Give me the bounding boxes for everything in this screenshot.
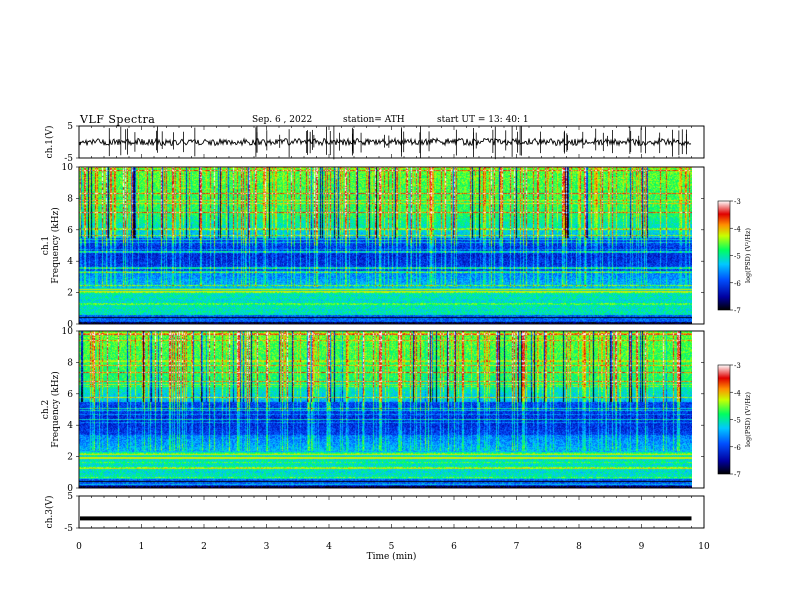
x-axis-label: Time (min) bbox=[367, 551, 417, 562]
ch1-spectrogram-ytick-label: 10 bbox=[62, 163, 74, 173]
ch1-spectrogram-colorbar-tick-label: -5 bbox=[734, 253, 741, 261]
ch3-waveform-line bbox=[80, 516, 692, 521]
ch1-spectrogram-colorbar-tick-label: -7 bbox=[734, 307, 741, 315]
ch2-spectrogram-image bbox=[79, 331, 692, 488]
x-tick-label: 8 bbox=[576, 542, 582, 552]
x-tick-label: 3 bbox=[264, 542, 270, 552]
ch3-waveform-frame-top bbox=[78, 495, 705, 529]
ch3-waveform-ytick-label: -5 bbox=[64, 524, 73, 534]
x-tick-label: 4 bbox=[326, 542, 332, 552]
x-tick-label: 7 bbox=[514, 542, 520, 552]
ch1-spectrogram-image bbox=[79, 167, 692, 324]
ch2-spectrogram-colorbar-tick-label: -5 bbox=[734, 417, 741, 425]
ch3-waveform-ytick-label: 5 bbox=[67, 492, 73, 502]
ch2-spectrogram-ytick-label: 10 bbox=[62, 327, 74, 337]
ch1-spectrogram-ylabel: Frequency (kHz) bbox=[50, 207, 61, 284]
ch1-spectrogram-ylabel: ch.1 bbox=[41, 236, 51, 255]
ch2-spectrogram-colorbar-tick-label: -7 bbox=[734, 471, 741, 479]
ch2-spectrogram-colorbar-bar bbox=[717, 364, 731, 475]
ch1-waveform-ylabel: ch.1(V) bbox=[44, 126, 55, 159]
ch1-spectrogram-colorbar-tick-label: -4 bbox=[734, 225, 741, 233]
ch1-spectrogram-frame-top bbox=[78, 166, 705, 325]
date-label: Sep. 6 , 2022 bbox=[252, 115, 313, 125]
ch1-spectrogram-colorbar: -3 -4 -5 -6 -7 log(PSD) (V²/Hz) bbox=[717, 198, 752, 315]
ch2-spectrogram-colorbar-tick-label: -4 bbox=[734, 389, 741, 397]
ch1-spectrogram-ytick-label: 2 bbox=[67, 289, 73, 299]
ch2-spectrogram-ylabel: ch.2 bbox=[41, 400, 51, 419]
x-tick-label: 1 bbox=[139, 542, 145, 552]
ch1-spectrogram-ytick-label: 0 bbox=[67, 320, 73, 330]
ch3-waveform-series bbox=[80, 516, 692, 521]
ch2-spectrogram-colorbar-tick-label: -6 bbox=[734, 444, 741, 452]
ch1-waveform-ytick-label: 5 bbox=[67, 122, 73, 132]
ch1-spectrogram-colorbar-tick-label: -3 bbox=[734, 198, 741, 206]
x-tick-label: 10 bbox=[698, 542, 710, 552]
ch1-spectrogram-colorbar-bar bbox=[717, 200, 731, 311]
x-tick-label: 2 bbox=[201, 542, 207, 552]
ch1-waveform-ytick-label: -5 bbox=[64, 154, 73, 164]
ch3-waveform-ylabel: ch.3(V) bbox=[44, 496, 55, 529]
ch1-waveform-series bbox=[79, 126, 692, 160]
ch2-spectrogram-ytick-label: 2 bbox=[67, 453, 73, 463]
ch1-waveform-line bbox=[79, 136, 692, 147]
ch2-spectrogram-colorbar: -3 -4 -5 -6 -7 log(PSD) (V²/Hz) bbox=[717, 362, 752, 479]
ch2-spectrogram-frame-top bbox=[78, 330, 705, 489]
ch2-spectrogram-ytick-label: 0 bbox=[67, 484, 73, 494]
x-tick-label: 9 bbox=[639, 542, 645, 552]
ch1-spectrogram-colorbar-label: log(PSD) (V²/Hz) bbox=[744, 228, 752, 283]
ch1-spectrogram-colorbar-tick-label: -6 bbox=[734, 280, 741, 288]
ch2-spectrogram-ylabel: Frequency (kHz) bbox=[50, 371, 61, 448]
ch2-spectrogram-ytick-label: 4 bbox=[67, 421, 73, 431]
ch1-spectrogram-ytick-label: 8 bbox=[67, 194, 73, 204]
ch2-spectrogram-ytick-label: 8 bbox=[67, 358, 73, 368]
start-time-label: start UT = 13: 40: 1 bbox=[437, 115, 529, 125]
ch1-waveform-frame-top bbox=[78, 125, 705, 159]
ch2-spectrogram-ytick-label: 6 bbox=[67, 390, 73, 400]
x-axis: 0 1 2 3 4 5 6 7 8 9 10 Time (min) bbox=[76, 542, 710, 562]
ch2-spectrogram-colorbar-tick-label: -3 bbox=[734, 362, 741, 370]
x-tick-label: 6 bbox=[451, 542, 457, 552]
ch3-waveform-frame bbox=[78, 495, 705, 529]
x-tick-label: 0 bbox=[76, 542, 82, 552]
ch2-spectrogram-colorbar-label: log(PSD) (V²/Hz) bbox=[744, 392, 752, 447]
ch1-spectrogram-ytick-label: 6 bbox=[67, 226, 73, 236]
x-tick-label: 5 bbox=[389, 542, 395, 552]
station-label: station= ATH bbox=[343, 115, 405, 125]
ch1-spectrogram-ytick-label: 4 bbox=[67, 257, 73, 267]
figure-title: VLF Spectra bbox=[80, 113, 156, 126]
